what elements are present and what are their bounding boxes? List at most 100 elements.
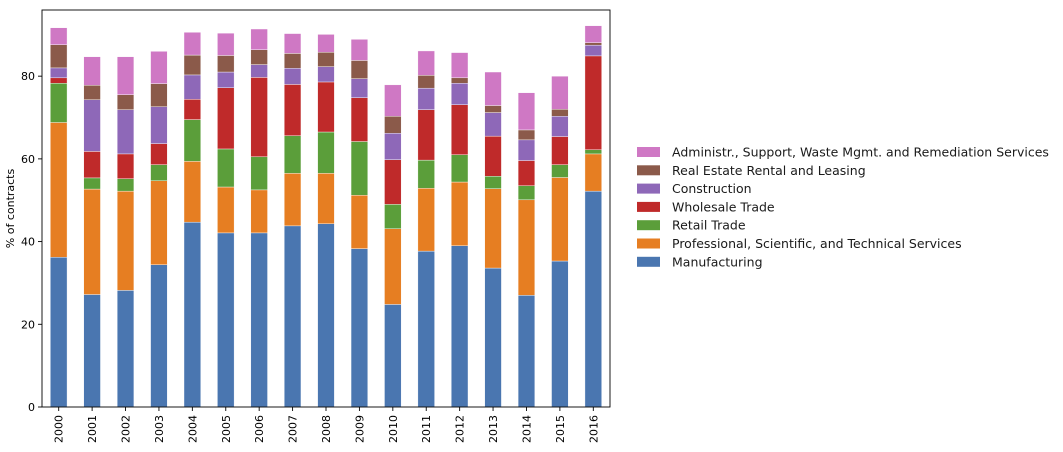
legend-swatch bbox=[637, 165, 660, 176]
bar-segment bbox=[317, 51, 335, 67]
bar-segment bbox=[350, 195, 368, 249]
bar-segment bbox=[116, 153, 135, 179]
x-tick-label: 2005 bbox=[220, 415, 233, 443]
x-tick-label: 2002 bbox=[120, 415, 133, 443]
bar-segment bbox=[517, 295, 536, 408]
bar-segment bbox=[250, 28, 268, 50]
bar-segment bbox=[417, 87, 435, 110]
bar-segment bbox=[451, 52, 469, 79]
x-tick-label: 2014 bbox=[520, 415, 533, 443]
bar-segment bbox=[183, 74, 201, 100]
bar-segment bbox=[217, 232, 235, 408]
y-axis-label: % of contracts bbox=[4, 169, 17, 249]
bar-segment bbox=[551, 109, 569, 117]
bar-segment bbox=[116, 190, 135, 291]
bar-segment bbox=[250, 189, 268, 234]
x-tick-label: 2011 bbox=[420, 415, 433, 443]
bar-segment bbox=[484, 267, 502, 408]
bar-segment bbox=[484, 176, 502, 189]
x-tick-label: 2000 bbox=[53, 415, 66, 443]
bar-segment bbox=[83, 85, 101, 100]
bar-segment bbox=[517, 160, 536, 186]
bar-segment bbox=[116, 290, 135, 408]
bar-segment bbox=[217, 71, 235, 88]
legend-swatch bbox=[637, 147, 660, 157]
bar-segment bbox=[484, 135, 502, 177]
x-tick-label: 2009 bbox=[353, 415, 366, 443]
bar-segment bbox=[150, 106, 168, 144]
bar-segment bbox=[584, 153, 602, 192]
bar-segment bbox=[83, 294, 101, 408]
bar-segment bbox=[417, 250, 435, 408]
x-tick-label: 2004 bbox=[186, 415, 199, 443]
bar-segment bbox=[50, 82, 68, 123]
bar-segment bbox=[150, 143, 168, 165]
bar-segment bbox=[50, 67, 68, 79]
bar-segment bbox=[250, 49, 268, 65]
legend-swatch bbox=[637, 183, 660, 194]
bar-segment bbox=[116, 94, 135, 110]
bar-segment bbox=[350, 39, 368, 61]
y-tick-label: 80 bbox=[21, 70, 35, 83]
bar-segment bbox=[83, 56, 101, 86]
legend-entry-label: Manufacturing bbox=[672, 254, 763, 269]
legend-swatch bbox=[637, 238, 660, 249]
legend-swatch bbox=[637, 201, 660, 212]
bar-segment bbox=[183, 54, 201, 76]
x-tick-label: 2013 bbox=[487, 415, 500, 443]
bar-segment bbox=[150, 51, 168, 84]
x-tick-label: 2006 bbox=[253, 415, 266, 443]
bar-segment bbox=[83, 188, 101, 295]
bar-segment bbox=[317, 66, 335, 83]
bar-segment bbox=[217, 148, 235, 188]
bar-segment bbox=[551, 177, 569, 262]
bar-segment bbox=[350, 141, 368, 196]
bar-segment bbox=[284, 33, 302, 54]
bar-segment bbox=[584, 44, 602, 57]
bar-segment bbox=[584, 42, 602, 46]
legend-entry-label: Real Estate Rental and Leasing bbox=[672, 163, 866, 178]
x-tick-label: 2008 bbox=[320, 415, 333, 443]
legend-entry-label: Construction bbox=[672, 181, 752, 196]
x-tick-label: 2001 bbox=[86, 415, 99, 443]
bar-segment bbox=[451, 104, 469, 155]
bar-segment bbox=[484, 105, 502, 113]
bar-segment bbox=[517, 92, 536, 131]
bar-segment bbox=[384, 228, 402, 305]
x-tick-label: 2016 bbox=[587, 415, 600, 443]
bar-segment bbox=[116, 178, 135, 192]
y-tick-label: 60 bbox=[21, 153, 35, 166]
bar-segment bbox=[517, 129, 536, 141]
bar-segment bbox=[517, 139, 536, 161]
bar-segment bbox=[350, 97, 368, 142]
bar-segment bbox=[83, 151, 101, 179]
bar-segment bbox=[183, 161, 201, 223]
y-tick-label: 40 bbox=[21, 236, 35, 249]
bar-segment bbox=[417, 50, 435, 76]
legend-swatch bbox=[637, 220, 660, 231]
bar-segment bbox=[50, 257, 68, 408]
bar-segment bbox=[384, 116, 402, 134]
bar-segment bbox=[150, 180, 168, 265]
bar-segment bbox=[384, 159, 402, 205]
legend-entry-label: Retail Trade bbox=[672, 218, 746, 233]
bar-segment bbox=[384, 133, 402, 160]
bar-segment bbox=[417, 159, 435, 189]
bar-segment bbox=[83, 177, 101, 190]
legend-swatch bbox=[637, 256, 660, 267]
bar-segment bbox=[183, 99, 201, 120]
bar-segment bbox=[83, 99, 101, 152]
bar-segment bbox=[150, 264, 168, 408]
bar-segment bbox=[317, 81, 335, 133]
bar-segment bbox=[517, 185, 536, 201]
bar-segment bbox=[317, 34, 335, 53]
bar-segment bbox=[183, 32, 201, 56]
bar-segment bbox=[284, 68, 302, 85]
bar-segment bbox=[217, 32, 235, 56]
bar-segment bbox=[484, 188, 502, 269]
bar-segment bbox=[317, 173, 335, 225]
bar-segment bbox=[150, 83, 168, 107]
bar-segment bbox=[584, 190, 602, 408]
bar-segment bbox=[250, 232, 268, 408]
